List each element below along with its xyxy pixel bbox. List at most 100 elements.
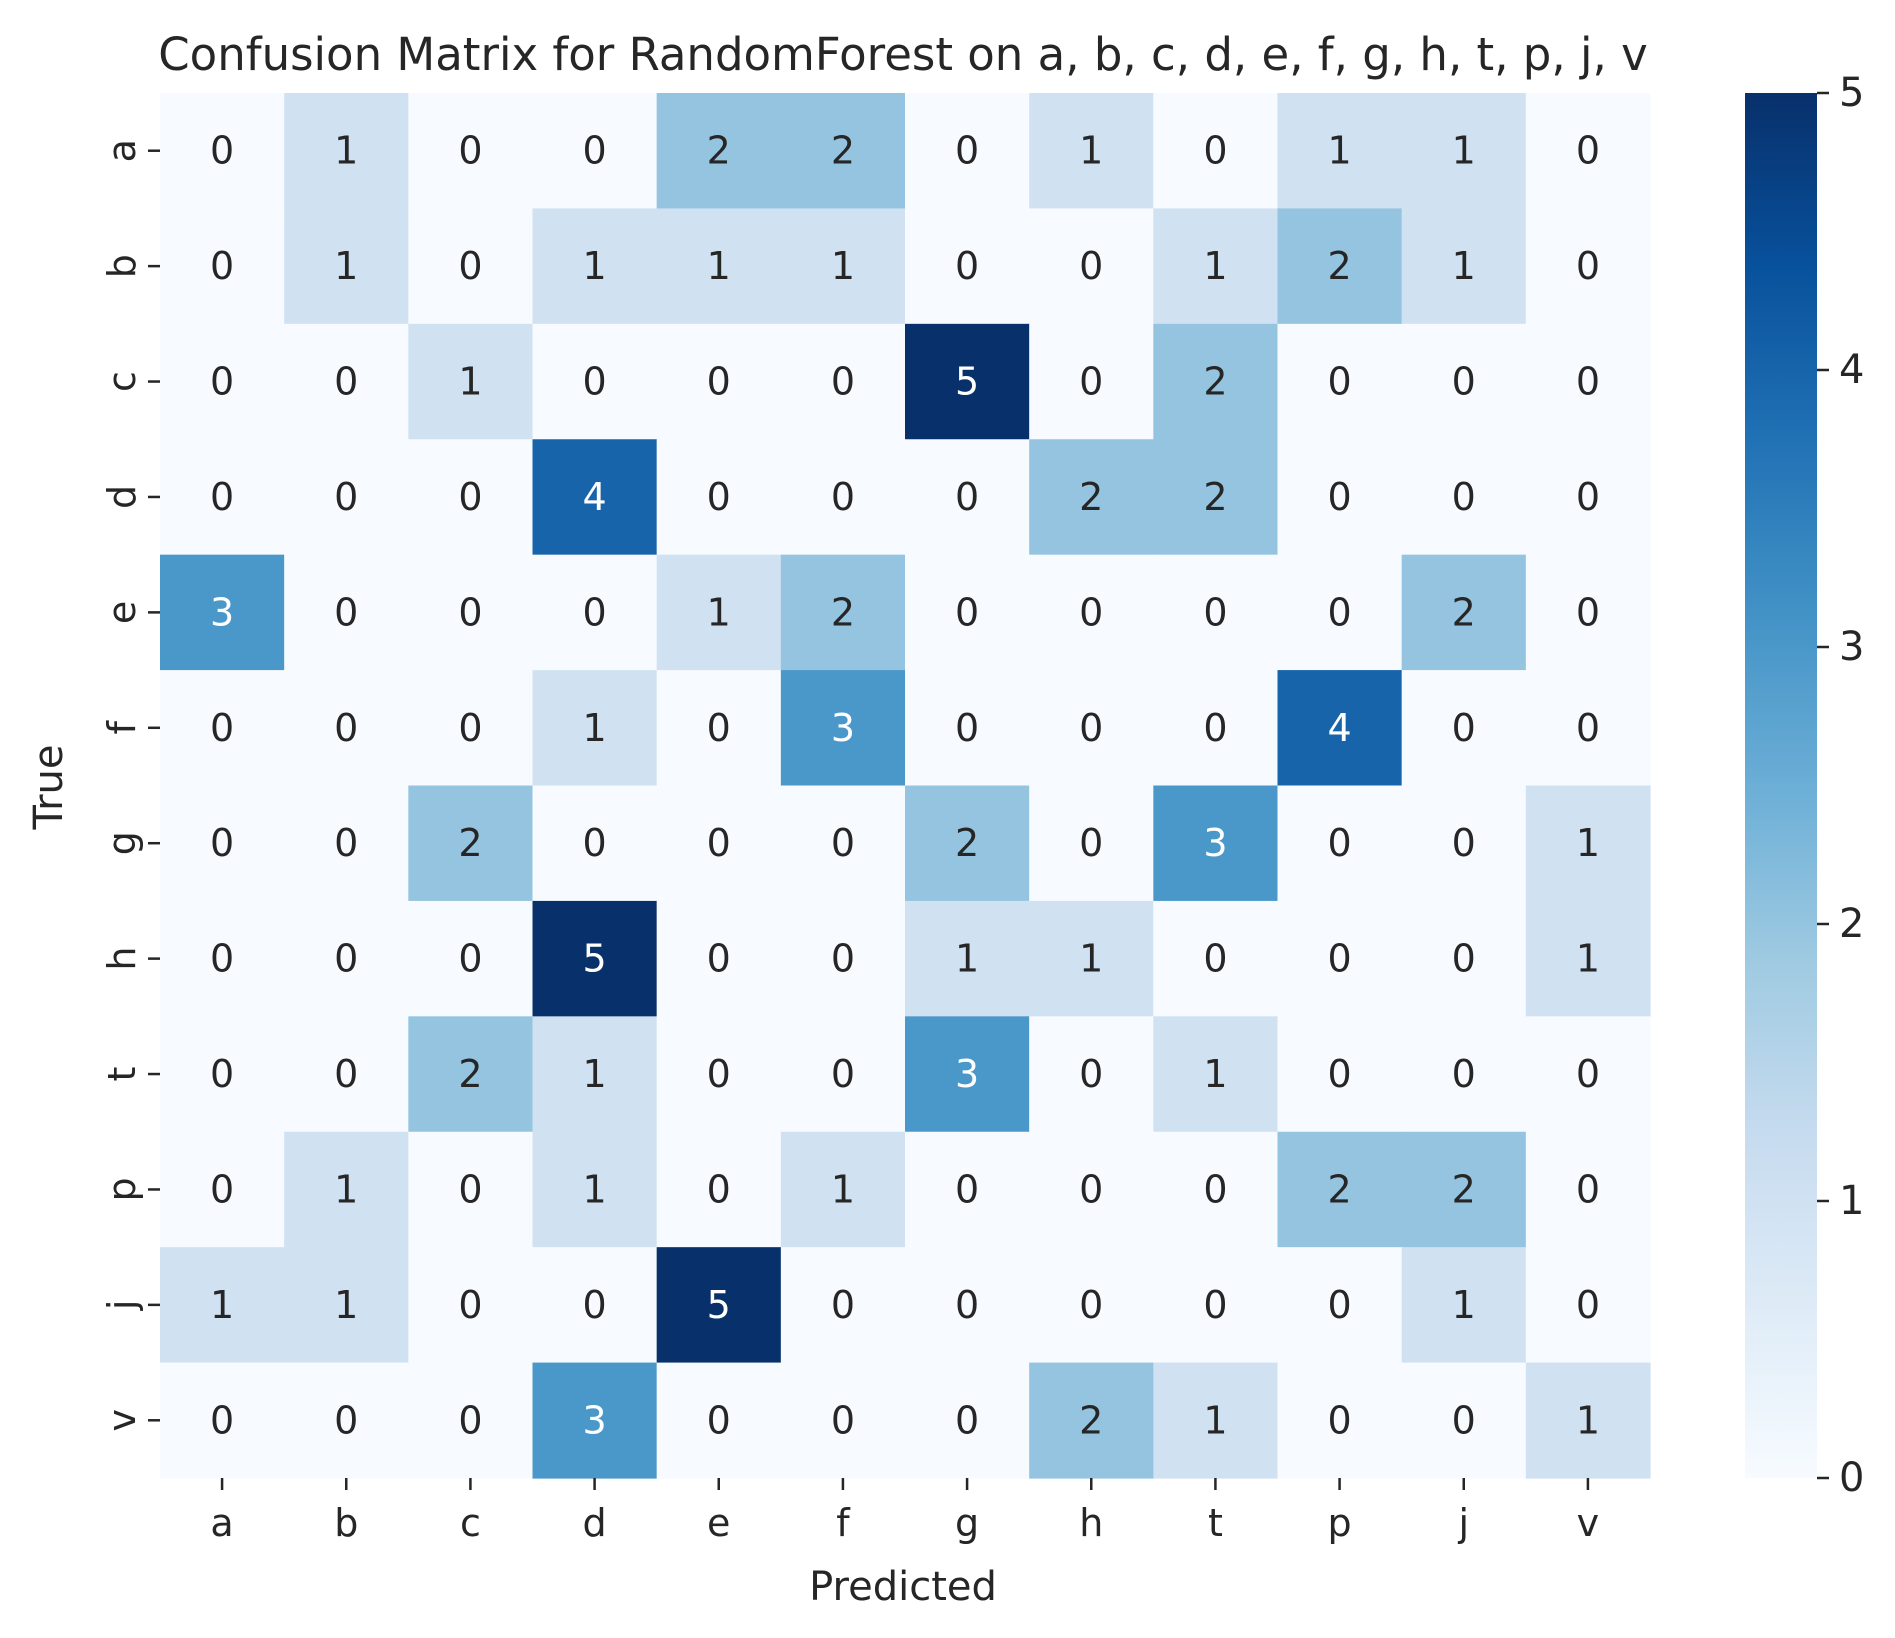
heatmap-cell-b-v [1525, 208, 1651, 325]
colorbar-tick-label: 0 [1839, 1455, 1864, 1501]
cell-value-label: 0 [707, 1398, 731, 1442]
heatmap-cell-d-f [780, 439, 906, 556]
heatmap-cell-a-t [1153, 93, 1279, 210]
cell-value-label: 0 [955, 706, 979, 750]
cell-value-label: 0 [334, 937, 358, 981]
heatmap-cell-c-p [1277, 323, 1403, 440]
cell-value-label: 0 [582, 590, 606, 634]
colorbar-tick-label: 4 [1839, 347, 1864, 393]
y-tick-label-f: f [100, 719, 144, 734]
heatmap-cell-c-h [1029, 323, 1154, 440]
heatmap-cell-t-b [284, 1016, 409, 1133]
cell-value-label: 4 [1327, 706, 1351, 750]
cell-value-label: 0 [831, 937, 855, 981]
cell-value-label: 1 [1327, 129, 1351, 173]
cell-value-label: 5 [707, 1283, 731, 1327]
cell-value-label: 1 [458, 360, 482, 404]
cell-value-label: 0 [1576, 360, 1600, 404]
cell-value-label: 0 [1327, 360, 1351, 404]
y-tick-label-v: v [100, 1409, 144, 1432]
heatmap-cell-j-b [284, 1247, 409, 1364]
cell-value-label: 0 [831, 821, 855, 865]
y-tick-label-h: h [100, 947, 144, 971]
heatmap-cell-h-d [532, 900, 658, 1017]
heatmap-cell-g-b [284, 785, 409, 902]
heatmap-cell-b-g [905, 208, 1030, 325]
cell-value-label: 1 [582, 706, 606, 750]
heatmap-cell-h-c [408, 900, 534, 1017]
cell-value-label: 5 [955, 360, 979, 404]
cell-value-label: 1 [210, 1283, 234, 1327]
heatmap-cell-d-g [905, 439, 1030, 556]
cell-value-label: 0 [458, 1398, 482, 1442]
cell-value-label: 0 [1079, 360, 1103, 404]
cell-value-label: 0 [1576, 1283, 1600, 1327]
heatmap-cell-j-e [656, 1247, 782, 1364]
heatmap-cell-a-e [656, 93, 782, 210]
cell-value-label: 2 [458, 1052, 482, 1096]
cell-value-label: 2 [707, 129, 731, 173]
heatmap-cell-d-b [284, 439, 409, 556]
cell-value-label: 0 [1452, 475, 1476, 519]
cell-value-label: 0 [334, 1398, 358, 1442]
heatmap-cell-v-p [1277, 1362, 1403, 1479]
cell-value-label: 0 [955, 475, 979, 519]
heatmap-cell-j-p [1277, 1247, 1403, 1364]
cell-value-label: 3 [582, 1398, 606, 1442]
cell-value-label: 0 [955, 1167, 979, 1211]
heatmap-cell-v-d [532, 1362, 658, 1479]
heatmap-cell-j-v [1525, 1247, 1651, 1364]
cell-value-label: 0 [458, 1283, 482, 1327]
heatmap-cell-p-e [656, 1131, 782, 1248]
cell-value-label: 0 [955, 1398, 979, 1442]
y-tick-label-c: c [100, 371, 144, 392]
cell-value-label: 1 [582, 244, 606, 288]
cell-value-label: 0 [1203, 937, 1227, 981]
cell-value-label: 0 [1203, 590, 1227, 634]
x-tick-label-t: t [1208, 1501, 1223, 1545]
cell-value-label: 0 [210, 475, 234, 519]
heatmap-cell-b-j [1401, 208, 1527, 325]
x-tick-label-b: b [334, 1501, 358, 1545]
cell-value-label: 0 [334, 1052, 358, 1096]
cell-value-label: 0 [334, 475, 358, 519]
heatmap-cell-p-j [1401, 1131, 1527, 1248]
cell-value-label: 0 [1079, 1167, 1103, 1211]
cell-value-label: 0 [210, 937, 234, 981]
heatmap-cell-h-g [905, 900, 1030, 1017]
cell-value-label: 0 [955, 1283, 979, 1327]
heatmap-cell-j-f [780, 1247, 906, 1364]
cell-value-label: 0 [210, 1052, 234, 1096]
heatmap-cell-a-a [160, 93, 285, 210]
heatmap-cell-c-v [1525, 323, 1651, 440]
heatmap-cell-g-d [532, 785, 658, 902]
x-axis-label: Predicted [809, 1564, 997, 1610]
chart-title: Confusion Matrix for RandomForest on a, … [158, 28, 1647, 81]
heatmap-cell-b-b [284, 208, 409, 325]
heatmap-cell-j-a [160, 1247, 285, 1364]
x-tick-label-a: a [210, 1501, 233, 1545]
cell-value-label: 0 [458, 590, 482, 634]
heatmap-cell-h-h [1029, 900, 1154, 1017]
heatmap-cell-b-h [1029, 208, 1154, 325]
cell-value-label: 3 [210, 590, 234, 634]
cell-value-label: 0 [1327, 1283, 1351, 1327]
cell-value-label: 0 [1452, 706, 1476, 750]
heatmap-cell-v-t [1153, 1362, 1279, 1479]
cell-value-label: 0 [955, 590, 979, 634]
cell-value-label: 1 [1576, 1398, 1600, 1442]
heatmap-cell-v-c [408, 1362, 534, 1479]
y-tick-label-j: j [100, 1300, 144, 1312]
heatmap-cell-t-f [780, 1016, 906, 1133]
heatmap-cell-f-g [905, 670, 1030, 787]
heatmap-cell-g-p [1277, 785, 1403, 902]
heatmap-cell-h-v [1525, 900, 1651, 1017]
cell-value-label: 0 [458, 706, 482, 750]
heatmap-cell-a-b [284, 93, 409, 210]
cell-value-label: 0 [1576, 1052, 1600, 1096]
cell-value-label: 0 [210, 244, 234, 288]
cell-value-label: 0 [458, 937, 482, 981]
cell-value-label: 0 [707, 1052, 731, 1096]
cell-value-label: 0 [1327, 937, 1351, 981]
